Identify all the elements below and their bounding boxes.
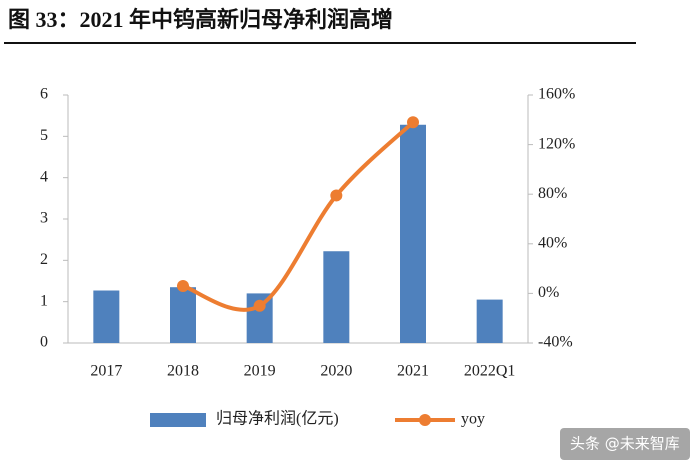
legend-swatch	[419, 414, 431, 426]
line-point	[330, 189, 343, 202]
y2-tick-label: 40%	[538, 234, 567, 251]
line-point	[407, 116, 419, 129]
bar	[93, 290, 120, 343]
bar	[400, 124, 426, 343]
chart-title: 图 33：2021 年中钨高新归母净利润高增	[8, 7, 393, 32]
bar	[476, 299, 503, 343]
x-tick-label: 2019	[244, 363, 276, 380]
x-tick-label: 2020	[320, 363, 352, 380]
legend-swatch	[150, 413, 206, 427]
x-tick-label: 2017	[90, 363, 122, 380]
y-tick-label: 0	[40, 334, 48, 351]
y-tick-label: 2	[40, 251, 48, 268]
bar	[323, 251, 350, 343]
legend-label: yoy	[461, 411, 485, 428]
legend-label: 归母净利润(亿元)	[216, 410, 339, 428]
y2-tick-label: 80%	[538, 185, 567, 202]
y-tick-label: 5	[40, 127, 48, 144]
watermark-bg	[560, 428, 690, 460]
line-point	[253, 299, 266, 312]
x-tick-label: 2021	[397, 363, 429, 380]
x-tick-label: 2022Q1	[464, 363, 516, 380]
y-tick-label: 6	[40, 86, 48, 103]
y2-tick-label: 120%	[538, 135, 575, 152]
bar	[170, 287, 196, 343]
y2-tick-label: 160%	[538, 86, 575, 103]
line	[182, 120, 415, 312]
y2-tick-label: -40%	[538, 334, 573, 351]
line-point	[177, 279, 189, 292]
y-tick-label: 3	[40, 210, 48, 227]
x-tick-label: 2018	[167, 363, 199, 380]
y2-tick-label: 0%	[538, 284, 559, 301]
watermark: 头条 @未来智库	[570, 435, 680, 453]
y-tick-label: 1	[40, 292, 48, 309]
y-tick-label: 4	[40, 168, 48, 185]
